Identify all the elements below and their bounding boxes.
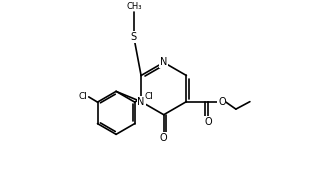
Text: Cl: Cl (145, 92, 154, 101)
Text: O: O (218, 97, 226, 107)
Text: CH₃: CH₃ (126, 2, 142, 11)
Text: N: N (137, 97, 145, 107)
Text: Cl: Cl (78, 92, 87, 101)
Text: O: O (160, 133, 168, 143)
Text: N: N (160, 57, 167, 67)
Text: O: O (204, 117, 212, 127)
Text: S: S (131, 32, 137, 42)
